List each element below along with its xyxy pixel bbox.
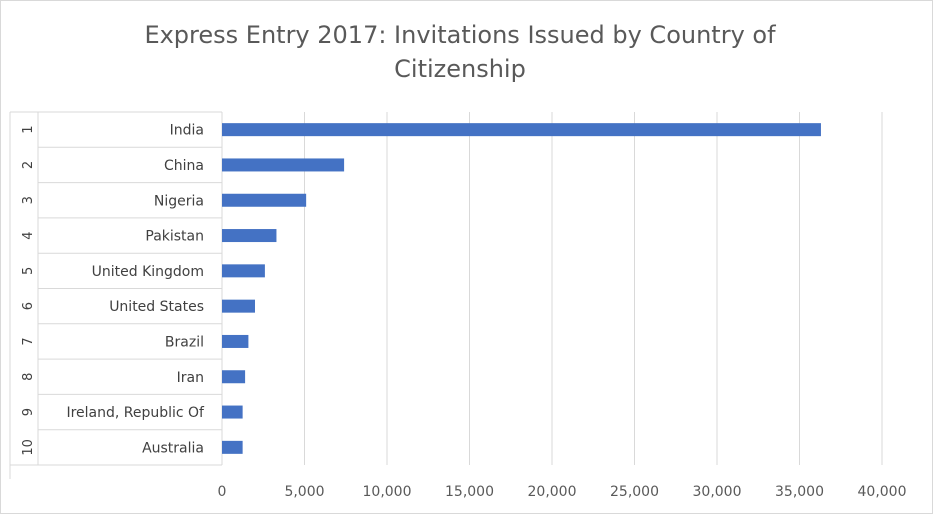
category-label: India bbox=[170, 123, 204, 139]
category-label: Ireland, Republic Of bbox=[66, 405, 205, 421]
x-tick-label: 15,000 bbox=[445, 484, 494, 500]
bar bbox=[222, 193, 307, 207]
category-label: China bbox=[164, 158, 204, 174]
rank-label: 6 bbox=[21, 302, 36, 310]
x-tick-label: 0 bbox=[218, 484, 227, 500]
rank-label: 9 bbox=[21, 408, 36, 416]
category-label: Iran bbox=[177, 370, 204, 386]
bar bbox=[222, 229, 277, 243]
bar bbox=[222, 405, 243, 419]
x-tick-label: 25,000 bbox=[610, 484, 659, 500]
rank-label: 4 bbox=[21, 231, 36, 239]
category-label: United States bbox=[109, 299, 204, 315]
category-label: Pakistan bbox=[145, 229, 204, 245]
rank-label: 8 bbox=[21, 373, 36, 381]
rank-label: 7 bbox=[21, 337, 36, 345]
category-label: United Kingdom bbox=[92, 264, 204, 280]
rank-label: 10 bbox=[21, 439, 36, 456]
category-label: Australia bbox=[142, 440, 204, 456]
bar bbox=[222, 299, 255, 313]
bar bbox=[222, 123, 821, 137]
x-tick-label: 5,000 bbox=[284, 484, 324, 500]
category-label: Nigeria bbox=[154, 193, 204, 209]
chart-title: Express Entry 2017: Invitations Issued b… bbox=[144, 21, 776, 83]
category-label: Brazil bbox=[165, 334, 204, 350]
x-tick-label: 20,000 bbox=[528, 484, 577, 500]
rank-label: 3 bbox=[21, 196, 36, 204]
rank-label: 5 bbox=[21, 267, 36, 275]
x-tick-label: 10,000 bbox=[363, 484, 412, 500]
bar bbox=[222, 370, 246, 384]
bar bbox=[222, 334, 249, 348]
rank-label: 1 bbox=[21, 126, 36, 134]
x-tick-label: 30,000 bbox=[693, 484, 742, 500]
bar bbox=[222, 264, 265, 278]
x-tick-label: 40,000 bbox=[858, 484, 907, 500]
bar bbox=[222, 440, 243, 454]
x-tick-label: 35,000 bbox=[775, 484, 824, 500]
bar bbox=[222, 158, 345, 172]
rank-label: 2 bbox=[21, 161, 36, 169]
